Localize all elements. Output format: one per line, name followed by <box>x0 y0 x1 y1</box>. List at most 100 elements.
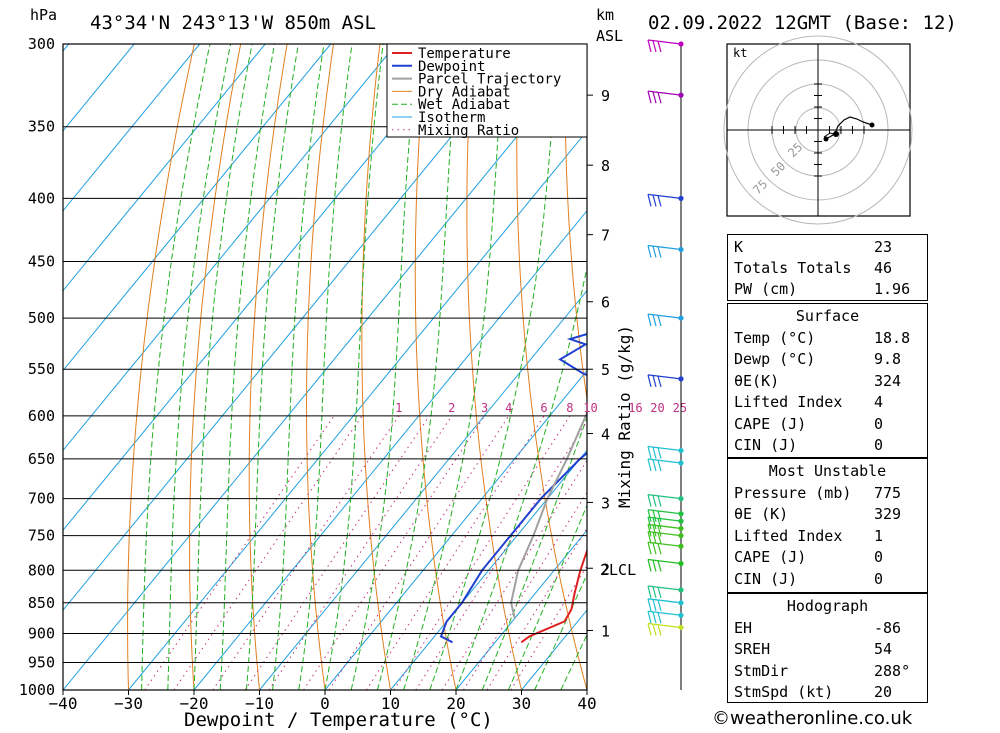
mixing-ratio-label: 4 <box>505 401 512 415</box>
isotherm-line <box>0 44 396 690</box>
wind-barb-feather <box>658 561 661 572</box>
mixing-ratio-label: 3 <box>481 401 488 415</box>
km-tick-label: 6 <box>601 294 610 312</box>
isotherm-line <box>0 44 134 690</box>
surface-row: θE(K) 324 <box>734 371 921 392</box>
wind-barb-feather <box>658 543 661 554</box>
wind-barb-feather <box>653 195 656 206</box>
mixing-ratio-line <box>329 416 509 690</box>
isotherm-line <box>0 44 3 690</box>
wind-dot <box>678 376 683 381</box>
temp-tick-label: −30 <box>114 694 143 713</box>
pressure-tick-label: 350 <box>28 118 55 136</box>
pressure-tick-label: 700 <box>28 490 55 508</box>
wind-dot <box>678 533 683 538</box>
temp-tick-label: 30 <box>512 694 531 713</box>
wind-barb-feather <box>658 625 661 636</box>
wet-adiabat-line <box>456 44 619 690</box>
wet-adiabat-line <box>194 44 252 690</box>
wind-barb-feather <box>658 460 661 471</box>
wind-barb-feather <box>653 92 656 103</box>
isotherm-line <box>129 44 659 690</box>
pressure-tick-label: 800 <box>28 561 55 579</box>
wind-barb-feather <box>653 599 656 610</box>
pressure-tick-label: 750 <box>28 527 55 545</box>
wind-barb-feather <box>658 247 661 258</box>
pressure-tick-label: 450 <box>28 253 55 271</box>
mixing-ratio-label: 1 <box>395 401 402 415</box>
hodo-row: EH -86 <box>734 618 921 639</box>
hodograph-panel: Hodograph EH -86 SREH 54 StmDir 288° StmSpd… <box>727 593 928 703</box>
surface-title: Surface <box>728 306 927 327</box>
wind-barb-feather <box>658 448 661 459</box>
wind-barb-feather <box>648 447 651 459</box>
wind-barb-feather <box>648 560 651 572</box>
wind-barb-feather <box>648 91 651 103</box>
wind-barb-feather <box>653 375 656 386</box>
mixing-ratio-label: 8 <box>566 401 573 415</box>
wet-adiabat-line <box>351 44 418 690</box>
mixing-axis-label: Mixing Ratio (g/kg) <box>615 325 634 508</box>
dry-adiabat-line <box>128 44 195 690</box>
wind-dot <box>678 41 683 46</box>
temp-tick-label: −40 <box>49 694 78 713</box>
copyright[interactable]: ©weatheronline.co.uk <box>712 708 912 729</box>
temp-tick-label: 40 <box>577 694 596 713</box>
wind-barb-feather <box>648 495 651 507</box>
mixing-ratio-label: 25 <box>673 401 687 415</box>
wind-barb-feather <box>648 459 651 471</box>
mu-row: θE (K) 329 <box>734 504 921 525</box>
wind-barb-feather <box>658 600 661 611</box>
wind-profile <box>648 40 684 690</box>
wind-barb-feather <box>658 376 661 387</box>
wind-barb-feather <box>648 314 651 326</box>
hodo-row: StmSpd (kt) 20 <box>734 682 921 703</box>
hodograph-title: Hodograph <box>728 596 927 617</box>
hodo-row: SREH 54 <box>734 639 921 660</box>
mixing-ratio-label: 10 <box>583 401 597 415</box>
pressure-tick-label: 500 <box>28 309 55 327</box>
wind-barb-feather <box>648 375 651 387</box>
wind-dot <box>678 196 683 201</box>
hpa-unit: hPa <box>30 6 57 24</box>
mixing-ratio-label: 6 <box>540 401 547 415</box>
mixing-ratio-line <box>442 416 615 690</box>
km-tick-label: 1 <box>601 622 610 640</box>
km-tick-label: 4 <box>601 426 610 444</box>
pressure-tick-label: 950 <box>28 653 55 671</box>
mu-row: CIN (J) 0 <box>734 569 921 590</box>
wind-barb-feather <box>658 92 661 103</box>
dry-adiabat-line <box>362 44 391 690</box>
wind-dot <box>678 511 683 516</box>
wind-barb-feather <box>658 41 661 52</box>
index-row: Totals Totals 46 <box>734 258 921 279</box>
wind-barb-feather <box>653 41 656 52</box>
legend-label: Mixing Ratio <box>418 123 519 139</box>
wind-barb-feather <box>653 315 656 326</box>
mu-row: CAPE (J) 0 <box>734 547 921 568</box>
wind-barb-feather <box>653 587 656 598</box>
surface-row: Lifted Index 4 <box>734 392 921 413</box>
wind-barb-feather <box>658 196 661 207</box>
asl-unit: ASL <box>596 27 623 45</box>
dry-adiabat-line <box>249 44 287 690</box>
surface-row: Dewp (°C) 9.8 <box>734 349 921 370</box>
indices-panel: K 23 Totals Totals 46 PW (cm) 1.96 <box>727 234 928 301</box>
header-datetime: 02.09.2022 12GMT (Base: 12) <box>648 12 957 34</box>
wind-barb-feather <box>648 611 651 623</box>
wind-dot <box>678 625 683 630</box>
wind-barb-feather <box>653 447 656 458</box>
wind-barb-feather <box>658 496 661 507</box>
wind-barb-feather <box>648 623 651 635</box>
most-unstable-panel: Most Unstable Pressure (mb) 775 θE (K) 329… <box>727 458 928 593</box>
wind-barb-feather <box>653 246 656 257</box>
km-tick-label: 7 <box>601 227 610 245</box>
wind-barb-feather <box>653 543 656 554</box>
km-unit: km <box>596 6 614 24</box>
km-tick-label: 5 <box>601 361 610 379</box>
mu-row: Pressure (mb) 775 <box>734 483 921 504</box>
wind-barb-feather <box>653 612 656 623</box>
pressure-tick-label: 650 <box>28 450 55 468</box>
header-location: 43°34'N 243°13'W 850m ASL <box>90 12 376 34</box>
wind-barb-feather <box>653 560 656 571</box>
